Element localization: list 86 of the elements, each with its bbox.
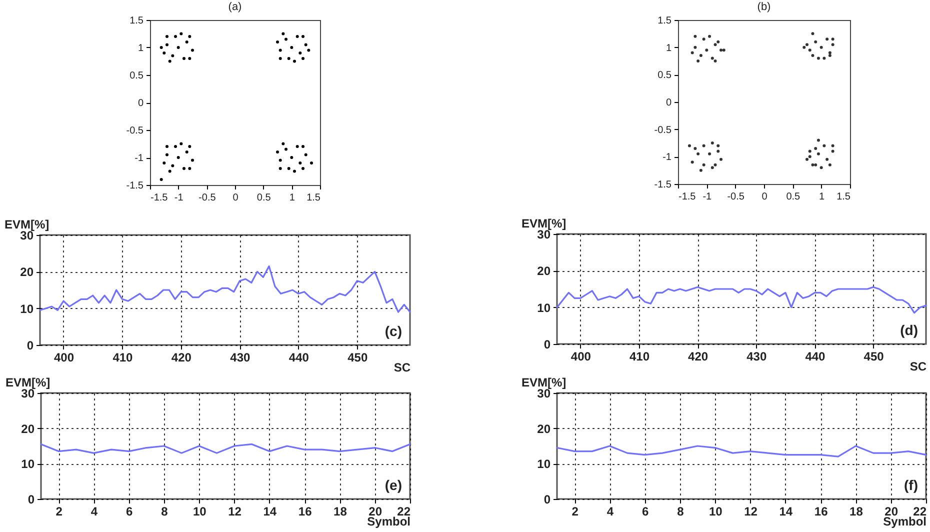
x-tick-label: 0.5 xyxy=(256,192,272,204)
y-tick-label: 0.5 xyxy=(130,70,144,82)
x-tick-label: 8 xyxy=(161,504,168,518)
x-tick-label: 0.5 xyxy=(786,192,801,202)
annotation: (c) xyxy=(384,323,402,339)
y-axis-title: EVM[%] xyxy=(522,216,566,230)
chart-title: (b) xyxy=(757,1,771,13)
y-tick-label: -1.5 xyxy=(126,180,144,192)
y-tick-label: 10 xyxy=(537,457,551,472)
x-tick-label: 10 xyxy=(708,504,723,518)
y-tick-label: -1.5 xyxy=(654,180,672,190)
chart-title: (a) xyxy=(228,1,242,13)
x-tick-label: 440 xyxy=(805,350,826,364)
x-tick-label: 420 xyxy=(171,350,192,364)
x-tick-label: 14 xyxy=(263,504,277,518)
x-tick-label: 18 xyxy=(850,504,864,518)
x-tick-label: 400 xyxy=(54,350,74,364)
y-tick-label: -1 xyxy=(134,153,144,164)
x-tick-label: -1 xyxy=(702,192,712,202)
y-tick-label: 1 xyxy=(138,43,144,54)
y-tick-label: 1 xyxy=(666,42,672,54)
y-tick-label: 1.5 xyxy=(130,16,144,26)
x-tick-label: 430 xyxy=(230,350,251,364)
y-tick-label: 0 xyxy=(666,98,672,108)
x-axis-title: SC xyxy=(910,360,927,374)
line-series xyxy=(556,445,927,458)
y-tick-label: 0 xyxy=(138,98,144,109)
x-tick-label: 410 xyxy=(629,350,650,364)
line-series xyxy=(39,265,411,313)
x-tick-label: 12 xyxy=(228,504,242,518)
x-axis-title: SC xyxy=(394,360,411,374)
y-tick-label: 0 xyxy=(26,338,34,352)
y-tick-label: 0.5 xyxy=(658,70,672,82)
y-tick-label: -1 xyxy=(662,152,672,164)
x-tick-label: 2 xyxy=(56,504,63,518)
x-tick-label: -0.5 xyxy=(727,192,745,202)
y-tick-label: 0 xyxy=(28,492,35,506)
x-tick-label: 1 xyxy=(819,192,826,202)
y-tick-label: 10 xyxy=(537,300,551,315)
y-tick-label: 20 xyxy=(20,265,34,280)
x-tick-label: 6 xyxy=(126,504,134,518)
annotation: (e) xyxy=(384,477,402,493)
x-tick-label: 420 xyxy=(688,350,708,364)
x-tick-label: 1 xyxy=(289,192,296,204)
y-tick-label: 20 xyxy=(537,422,551,436)
y-axis-title: EVM[%] xyxy=(522,376,566,390)
annotation: (d) xyxy=(900,322,918,338)
x-tick-label: 4 xyxy=(90,504,98,518)
x-tick-label: 2 xyxy=(572,504,579,518)
x-tick-label: 18 xyxy=(334,504,348,518)
x-tick-label: -1 xyxy=(174,192,184,204)
y-tick-label: 0 xyxy=(544,492,551,506)
y-axis-title: EVM[%] xyxy=(4,218,50,232)
x-tick-label: 0 xyxy=(762,192,768,202)
y-tick-label: -0.5 xyxy=(126,126,144,136)
y-tick-label: 20 xyxy=(21,422,35,436)
x-tick-label: 1.5 xyxy=(306,192,321,204)
x-tick-label: 4 xyxy=(606,504,614,518)
x-tick-label: -0.5 xyxy=(198,192,216,204)
x-tick-label: 440 xyxy=(288,350,310,364)
x-tick-label: 12 xyxy=(744,504,758,518)
x-tick-label: -1.5 xyxy=(150,192,168,204)
x-tick-label: -1.5 xyxy=(678,192,696,202)
x-tick-label: 16 xyxy=(298,504,312,518)
y-tick-label: 20 xyxy=(537,264,551,278)
x-tick-label: 430 xyxy=(746,350,767,364)
y-tick-label: 10 xyxy=(20,302,34,316)
x-tick-label: 1.5 xyxy=(836,192,851,202)
x-tick-label: 16 xyxy=(814,504,828,518)
x-tick-label: 0 xyxy=(232,192,239,204)
x-tick-label: 410 xyxy=(112,350,134,364)
y-tick-label: 1.5 xyxy=(658,16,672,26)
x-tick-label: 450 xyxy=(348,350,368,364)
x-tick-label: 14 xyxy=(779,504,793,518)
annotation: (f) xyxy=(904,477,918,493)
x-tick-label: 6 xyxy=(642,504,650,518)
x-tick-label: 450 xyxy=(864,350,884,364)
x-tick-label: 10 xyxy=(192,504,207,518)
x-tick-label: 400 xyxy=(570,350,592,364)
line-series xyxy=(556,286,927,314)
y-tick-label: 10 xyxy=(21,457,35,472)
y-tick-label: -0.5 xyxy=(654,124,672,136)
y-tick-label: 0 xyxy=(544,338,551,352)
x-tick-label: 8 xyxy=(677,504,684,518)
y-axis-title: EVM[%] xyxy=(6,376,50,390)
line-series xyxy=(40,443,411,454)
